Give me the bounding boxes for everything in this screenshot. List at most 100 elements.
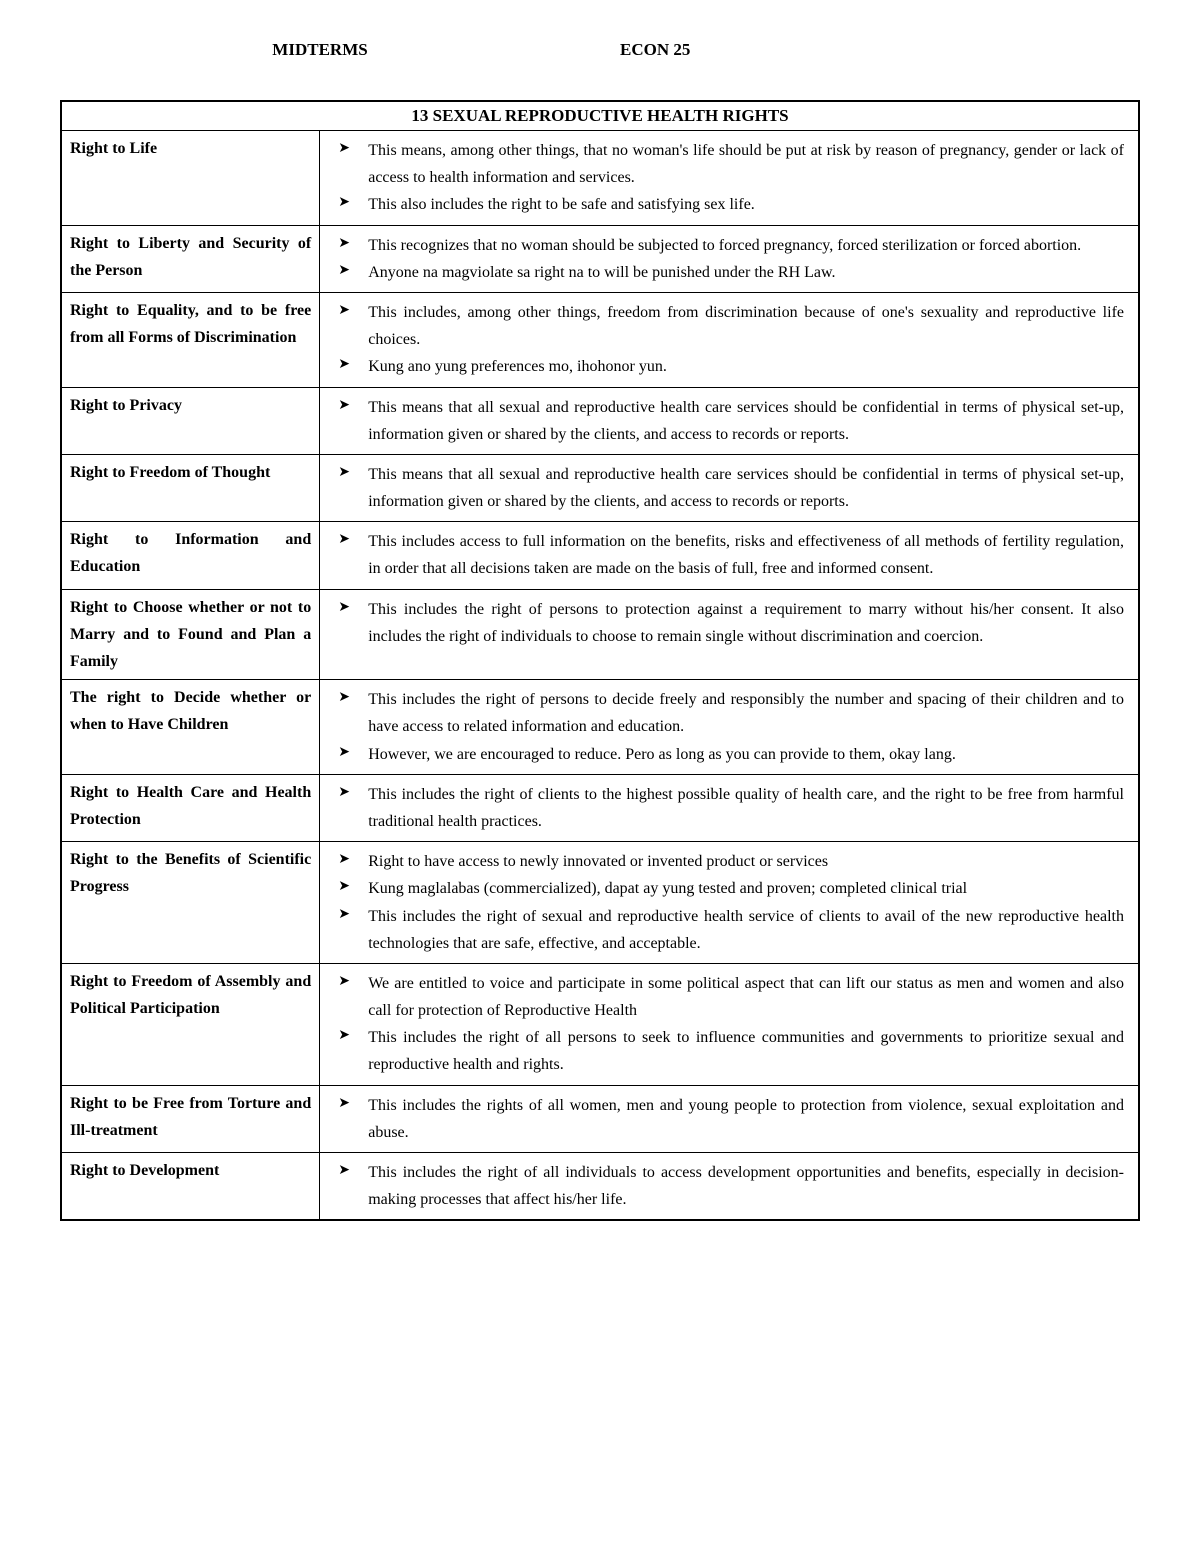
bullet-arrow-icon: ➤ [338, 299, 350, 323]
bullet-item: ➤ This includes the right of all persons … [334, 1024, 1124, 1078]
bullet-item: ➤ Right to have access to newly innovated… [334, 848, 1124, 875]
row-label: Right to Health Care and Health Protecti… [61, 774, 320, 841]
bullet-arrow-icon: ➤ [338, 848, 350, 872]
bullet-arrow-icon: ➤ [338, 970, 350, 994]
bullet-list: ➤ This includes the right of persons to p… [328, 594, 1130, 652]
bullet-item: ➤Kung ano yung preferences mo, ihohonor … [334, 353, 1124, 380]
bullet-arrow-icon: ➤ [338, 1092, 350, 1116]
row-content: ➤ This includes the right of persons to p… [320, 589, 1139, 680]
row-content: ➤ This includes the rights of all women, … [320, 1085, 1139, 1152]
row-content: ➤ This includes the right of all individu… [320, 1153, 1139, 1221]
bullet-text: This includes the right of all individua… [368, 1164, 1124, 1208]
bullet-arrow-icon: ➤ [338, 686, 350, 710]
bullet-arrow-icon: ➤ [338, 191, 350, 215]
bullet-item: ➤This includes the right of persons to d… [334, 686, 1124, 740]
bullet-arrow-icon: ➤ [338, 1159, 350, 1183]
row-content: ➤ This recognizes that no woman should be… [320, 225, 1139, 292]
table-row: Right to the Benefits of Scientific Prog… [61, 842, 1139, 964]
rights-table: 13 SEXUAL REPRODUCTIVE HEALTH RIGHTS Rig… [60, 100, 1140, 1221]
row-label: Right to Freedom of Thought [61, 454, 320, 521]
row-label: Right to Choose whether or not to Marry … [61, 589, 320, 680]
bullet-list: ➤ This includes the right of all individu… [328, 1157, 1130, 1215]
table-row: The right to Decide whether or when to H… [61, 680, 1139, 775]
table-title-row: 13 SEXUAL REPRODUCTIVE HEALTH RIGHTS [61, 101, 1139, 131]
bullet-text: This recognizes that no woman should be … [368, 237, 1081, 254]
row-content: ➤ This means, among other things, that no… [320, 131, 1139, 226]
bullet-item: ➤ This includes access to full informatio… [334, 528, 1124, 582]
bullet-text: This includes the right of persons to pr… [368, 601, 1124, 645]
bullet-text: This includes the rights of all women, m… [368, 1097, 1124, 1141]
bullet-text: This includes the right of all persons t… [368, 1029, 1124, 1073]
rights-table-body: 13 SEXUAL REPRODUCTIVE HEALTH RIGHTS Rig… [61, 101, 1139, 1220]
bullet-item: ➤ This includes the right of all individu… [334, 1159, 1124, 1213]
bullet-item: ➤ Anyone na magviolate sa right na to wil… [334, 259, 1124, 286]
row-label: Right to Liberty and Security of the Per… [61, 225, 320, 292]
bullet-list: ➤ We are entitled to voice and participat… [328, 968, 1130, 1081]
bullet-item: ➤This means that all sexual and reproduc… [334, 394, 1124, 448]
page-header: MIDTERMS ECON 25 [60, 40, 1140, 60]
row-content: ➤This includes the right of persons to d… [320, 680, 1139, 775]
bullet-text: This also includes the right to be safe … [368, 196, 755, 213]
bullet-list: ➤ This includes the rights of all women, … [328, 1090, 1130, 1148]
bullet-item: ➤However, we are encouraged to reduce. P… [334, 741, 1124, 768]
table-row: Right to Freedom of Thought ➤ This means t… [61, 454, 1139, 521]
bullet-arrow-icon: ➤ [338, 232, 350, 256]
bullet-list: ➤This includes the right of persons to d… [328, 684, 1130, 770]
bullet-arrow-icon: ➤ [338, 528, 350, 552]
row-content: ➤This means that all sexual and reproduc… [320, 387, 1139, 454]
table-title: 13 SEXUAL REPRODUCTIVE HEALTH RIGHTS [61, 101, 1139, 131]
bullet-arrow-icon: ➤ [338, 1024, 350, 1048]
bullet-item: ➤ This includes the right of persons to p… [334, 596, 1124, 650]
table-row: Right to Privacy ➤This means that all sex… [61, 387, 1139, 454]
bullet-text: This means that all sexual and reproduct… [368, 466, 1124, 510]
row-content: ➤This includes the right of clients to t… [320, 774, 1139, 841]
bullet-item: ➤ This includes the rights of all women, … [334, 1092, 1124, 1146]
row-content: ➤ This includes access to full informatio… [320, 522, 1139, 589]
table-row: Right to Choose whether or not to Marry … [61, 589, 1139, 680]
row-content: ➤ This means that all sexual and reproduc… [320, 454, 1139, 521]
bullet-text: Kung ano yung preferences mo, ihohonor y… [368, 358, 667, 375]
bullet-item: ➤This includes the right of sexual and r… [334, 903, 1124, 957]
bullet-arrow-icon: ➤ [338, 596, 350, 620]
bullet-item: ➤ We are entitled to voice and participat… [334, 970, 1124, 1024]
bullet-item: ➤ This also includes the right to be safe… [334, 191, 1124, 218]
table-row: Right to Freedom of Assembly and Politic… [61, 963, 1139, 1085]
row-label: Right to Equality, and to be free from a… [61, 292, 320, 387]
bullet-text: Anyone na magviolate sa right na to will… [368, 264, 835, 281]
row-content: ➤ Right to have access to newly innovated… [320, 842, 1139, 964]
row-label: Right to be Free from Torture and Ill-tr… [61, 1085, 320, 1152]
bullet-arrow-icon: ➤ [338, 259, 350, 283]
bullet-list: ➤This means that all sexual and reproduc… [328, 392, 1130, 450]
row-label: Right to Freedom of Assembly and Politic… [61, 963, 320, 1085]
bullet-list: ➤ This means that all sexual and reproduc… [328, 459, 1130, 517]
bullet-item: ➤ This recognizes that no woman should be… [334, 232, 1124, 259]
bullet-item: ➤ This means, among other things, that no… [334, 137, 1124, 191]
bullet-text: This means that all sexual and reproduct… [368, 399, 1124, 443]
bullet-arrow-icon: ➤ [338, 903, 350, 927]
row-label: Right to the Benefits of Scientific Prog… [61, 842, 320, 964]
table-row: Right to Health Care and Health Protecti… [61, 774, 1139, 841]
table-row: Right to Liberty and Security of the Per… [61, 225, 1139, 292]
header-left: MIDTERMS [60, 40, 580, 60]
row-label: Right to Development [61, 1153, 320, 1221]
bullet-list: ➤This includes, among other things, free… [328, 297, 1130, 383]
bullet-arrow-icon: ➤ [338, 461, 350, 485]
row-content: ➤This includes, among other things, free… [320, 292, 1139, 387]
table-row: Right to Life➤This means, among other th… [61, 131, 1139, 226]
bullet-text: This means, among other things, that no … [368, 142, 1124, 186]
bullet-list: ➤This includes the right of clients to t… [328, 779, 1130, 837]
bullet-text: Right to have access to newly innovated … [368, 853, 828, 870]
row-label: Right to Information and Education [61, 522, 320, 589]
bullet-item: ➤Kung maglalabas (commercialized), dapat… [334, 875, 1124, 902]
bullet-list: ➤ Right to have access to newly innovated… [328, 846, 1130, 959]
bullet-arrow-icon: ➤ [338, 875, 350, 899]
row-content: ➤ We are entitled to voice and participat… [320, 963, 1139, 1085]
bullet-arrow-icon: ➤ [338, 137, 350, 161]
bullet-text: However, we are encouraged to reduce. Pe… [368, 746, 956, 763]
bullet-item: ➤This includes the right of clients to t… [334, 781, 1124, 835]
bullet-text: We are entitled to voice and participate… [368, 975, 1124, 1019]
row-label: Right to Privacy [61, 387, 320, 454]
table-row: Right to be Free from Torture and Ill-tr… [61, 1085, 1139, 1152]
bullet-text: This includes access to full information… [368, 533, 1124, 577]
row-label: The right to Decide whether or when to H… [61, 680, 320, 775]
